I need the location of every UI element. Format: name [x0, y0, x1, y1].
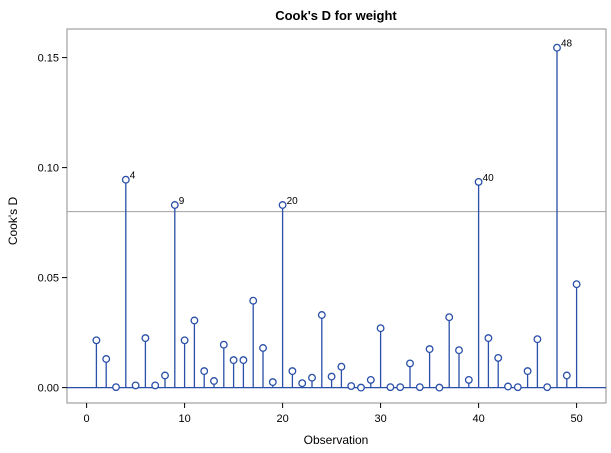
- data-point: [102, 355, 111, 363]
- data-point: [170, 201, 179, 209]
- data-point: [513, 383, 522, 392]
- point-label: 4: [130, 171, 136, 182]
- data-point: [523, 367, 532, 376]
- data-point: [298, 379, 307, 388]
- data-point: [219, 340, 228, 349]
- data-point: [327, 372, 336, 381]
- x-tick-label: 20: [276, 413, 288, 425]
- data-point: [484, 334, 493, 343]
- data-point: [278, 201, 287, 209]
- data-point: [131, 381, 140, 390]
- data-point: [288, 367, 297, 376]
- y-tick-label: 0.10: [38, 163, 59, 175]
- data-point: [200, 367, 209, 376]
- data-point: [386, 383, 395, 392]
- data-point: [180, 336, 189, 345]
- data-point: [435, 383, 444, 392]
- point-label: 9: [179, 196, 185, 207]
- x-tick-label: 10: [178, 413, 190, 425]
- data-point: [464, 375, 473, 384]
- data-point: [494, 353, 503, 362]
- data-point: [572, 280, 581, 289]
- data-point: [239, 356, 248, 365]
- data-point: [533, 335, 542, 344]
- data-point: [141, 334, 150, 343]
- point-label: 40: [483, 173, 495, 184]
- data-point: [474, 177, 483, 186]
- x-tick-label: 0: [84, 413, 90, 425]
- plot-frame: [66, 28, 607, 404]
- data-point: [553, 43, 561, 52]
- data-point: [415, 383, 424, 392]
- data-point: [210, 377, 218, 385]
- data-point: [259, 344, 267, 352]
- data-point: [308, 373, 316, 382]
- y-tick-label: 0.05: [38, 273, 59, 285]
- x-tick-label: 40: [472, 413, 484, 425]
- data-point: [337, 362, 346, 371]
- data-point: [190, 316, 199, 325]
- data-point: [562, 371, 571, 380]
- data-point: [376, 324, 385, 333]
- data-point: [396, 383, 405, 392]
- data-point: [229, 356, 238, 365]
- data-point: [92, 336, 101, 345]
- data-point: [347, 382, 356, 391]
- point-label: 20: [287, 196, 299, 207]
- data-point: [366, 375, 375, 384]
- data-point: [445, 313, 454, 322]
- data-point: [455, 346, 463, 355]
- y-tick-label: 0.00: [38, 383, 59, 395]
- data-point: [357, 383, 365, 392]
- data-point: [406, 359, 414, 368]
- data-point: [268, 378, 277, 387]
- data-point: [543, 383, 552, 392]
- point-label: 48: [561, 39, 573, 50]
- data-point: [249, 296, 258, 305]
- data-point: [317, 311, 326, 319]
- data-point: [121, 175, 130, 184]
- x-axis-label: Observation: [304, 433, 369, 447]
- data-point: [112, 383, 120, 392]
- data-point: [161, 371, 169, 380]
- x-tick-label: 30: [374, 413, 386, 425]
- y-tick-label: 0.15: [38, 53, 59, 65]
- data-point: [425, 345, 434, 354]
- x-tick-label: 50: [570, 413, 582, 425]
- data-point: [504, 382, 512, 391]
- data-point: [151, 381, 160, 390]
- chart-title: Cook's D for weight: [275, 8, 397, 23]
- y-axis-label: Cook's D: [6, 197, 20, 246]
